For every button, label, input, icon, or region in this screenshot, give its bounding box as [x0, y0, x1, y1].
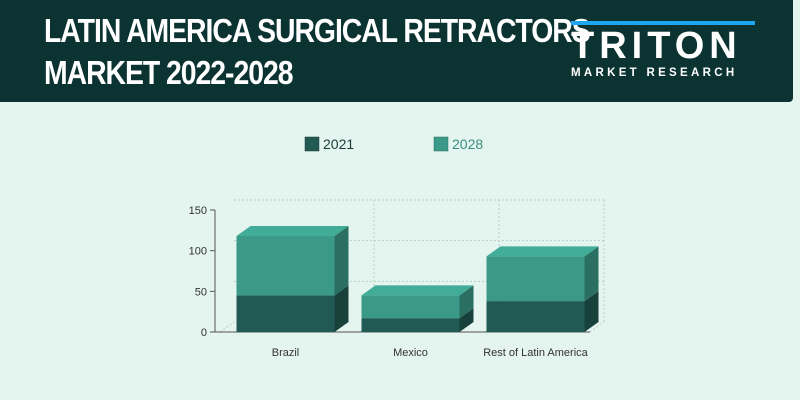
- legend-swatch-2021: [304, 136, 320, 152]
- x-tick-label: Mexico: [393, 347, 428, 359]
- logo-accent-bar: [571, 21, 755, 25]
- bar-brazil-2021: [236, 285, 349, 332]
- logo-wordmark: TRITON: [571, 25, 742, 67]
- bar-top: [361, 285, 474, 296]
- bar-front: [236, 236, 335, 296]
- chart-bars: [236, 226, 599, 332]
- legend-label-2028: 2028: [452, 136, 483, 152]
- bar-top: [486, 246, 599, 257]
- bar-side: [459, 308, 474, 332]
- logo-tagline: MARKET RESEARCH: [571, 67, 738, 79]
- chart-x-axis: Brazil Mexico Rest of Latin America: [272, 347, 589, 359]
- x-tick-label: Brazil: [272, 347, 300, 359]
- y-tick-label: 100: [189, 246, 207, 258]
- floor-line: [589, 321, 605, 333]
- bar-mexico-2028: [361, 285, 474, 319]
- bar-brazil-2028: [236, 226, 349, 296]
- bar-front: [361, 295, 460, 319]
- triton-logo: TRITON MARKET RESEARCH: [565, 18, 761, 84]
- bar-front: [236, 295, 335, 332]
- x-tick-label: Rest of Latin America: [483, 347, 588, 359]
- legend-label-2021: 2021: [323, 136, 354, 152]
- bar-rest-of-latin-america-2028: [486, 246, 599, 302]
- y-tick-label: 150: [189, 205, 207, 217]
- chart-legend: 2021 2028: [304, 136, 483, 152]
- bar-side: [334, 226, 349, 296]
- bar-side: [334, 285, 349, 332]
- floor-line: [219, 321, 235, 333]
- bar-front: [486, 256, 585, 302]
- header-banner: LATIN AMERICA SURGICAL RETRACTORS MARKET…: [0, 0, 793, 102]
- title-line-2: MARKET 2022-2028: [44, 54, 294, 91]
- legend-swatch-2028: [433, 136, 449, 152]
- bar-mexico-2021: [361, 308, 474, 332]
- bar-side: [584, 246, 599, 302]
- bar-top: [236, 226, 349, 237]
- bar-side: [459, 285, 474, 319]
- y-tick-label: 50: [195, 286, 207, 298]
- y-tick-label: 0: [201, 327, 207, 339]
- bar-front: [486, 301, 585, 332]
- bar-side: [584, 291, 599, 332]
- bar-front: [361, 318, 460, 332]
- bar-rest-of-latin-america-2021: [486, 291, 599, 332]
